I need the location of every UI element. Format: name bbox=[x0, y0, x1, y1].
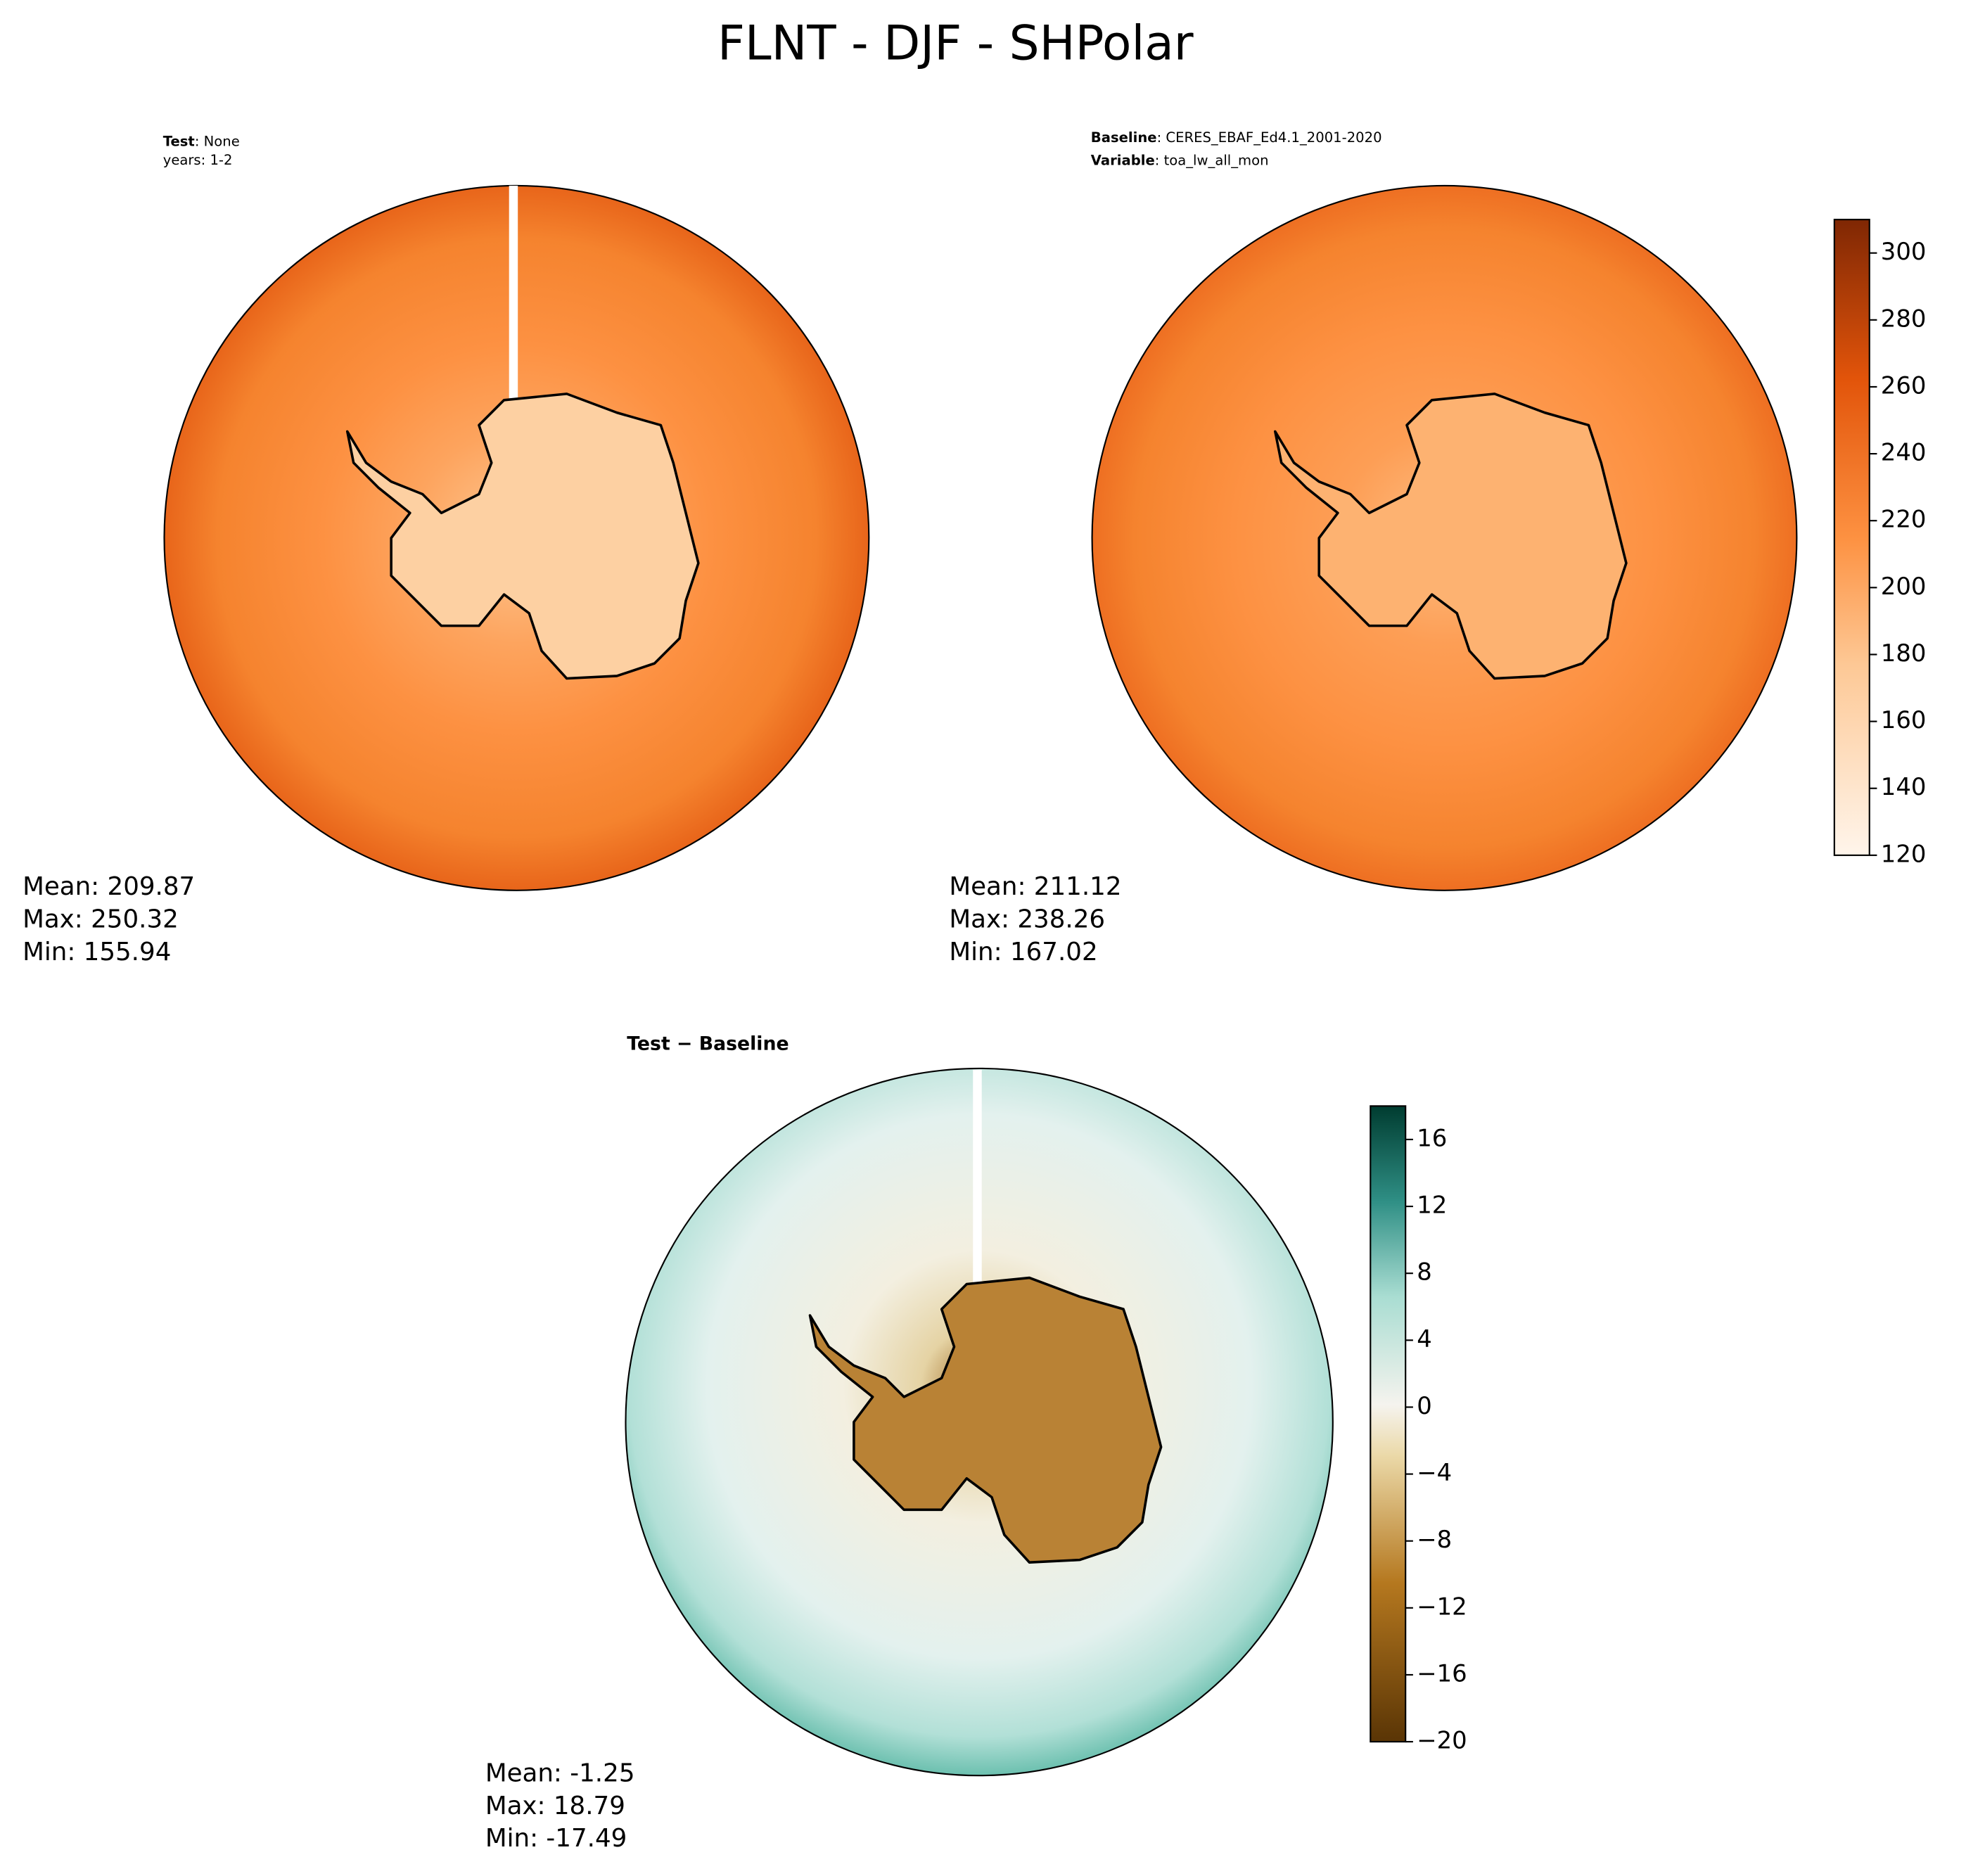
tick-label: 280 bbox=[1881, 305, 1927, 332]
stat: Max: 250.32 bbox=[23, 905, 179, 934]
tick-label: −12 bbox=[1417, 1593, 1467, 1620]
tick-label: 160 bbox=[1881, 706, 1927, 734]
stat: Min: 167.02 bbox=[949, 938, 1097, 966]
header-value: : CERES_EBAF_Ed4.1_2001-2020 bbox=[1157, 129, 1382, 146]
tick-label: 140 bbox=[1881, 773, 1927, 800]
header-value: : toa_lw_all_mon bbox=[1155, 152, 1269, 168]
tick-label: 300 bbox=[1881, 238, 1927, 265]
panel-header: years: 1-2 bbox=[163, 152, 233, 168]
tick-label: −4 bbox=[1417, 1459, 1452, 1486]
stat: Mean: -1.25 bbox=[485, 1759, 635, 1787]
panel-header: Variable: toa_lw_all_mon bbox=[1091, 152, 1269, 168]
tick-label: 180 bbox=[1881, 639, 1927, 667]
header-key: Variable bbox=[1091, 152, 1155, 168]
stat: Min: -17.49 bbox=[485, 1824, 627, 1853]
panel-header: Test: None bbox=[163, 133, 240, 149]
header-key: Baseline bbox=[1091, 129, 1157, 146]
colorbar bbox=[1833, 219, 1870, 856]
tick-label: 260 bbox=[1881, 371, 1927, 399]
header-value: : None bbox=[195, 133, 240, 149]
stat: Mean: 211.12 bbox=[949, 872, 1121, 901]
tick-label: 8 bbox=[1417, 1258, 1432, 1286]
tick-label: 16 bbox=[1417, 1124, 1447, 1151]
stat: Min: 155.94 bbox=[23, 938, 171, 966]
header-key: Test bbox=[163, 133, 195, 149]
tick-label: 4 bbox=[1417, 1325, 1432, 1353]
stat: Max: 238.26 bbox=[949, 905, 1105, 934]
stat: Max: 18.79 bbox=[485, 1792, 625, 1820]
tick-label: −20 bbox=[1417, 1727, 1467, 1754]
tick-label: −16 bbox=[1417, 1659, 1467, 1687]
colorbar bbox=[1370, 1105, 1407, 1743]
tick-label: 240 bbox=[1881, 439, 1927, 466]
tick-label: 120 bbox=[1881, 840, 1927, 867]
tick-label: 12 bbox=[1417, 1192, 1447, 1219]
tick-label: 0 bbox=[1417, 1392, 1432, 1419]
tick-label: 220 bbox=[1881, 506, 1927, 533]
tick-label: −8 bbox=[1417, 1526, 1452, 1553]
figure-title: FLNT - DJF - SHPolar bbox=[717, 15, 1194, 71]
panel-header: Baseline: CERES_EBAF_Ed4.1_2001-2020 bbox=[1091, 129, 1382, 146]
tick-label: 200 bbox=[1881, 573, 1927, 600]
panel-title: Test − Baseline bbox=[627, 1033, 789, 1055]
stat: Mean: 209.87 bbox=[23, 872, 195, 901]
